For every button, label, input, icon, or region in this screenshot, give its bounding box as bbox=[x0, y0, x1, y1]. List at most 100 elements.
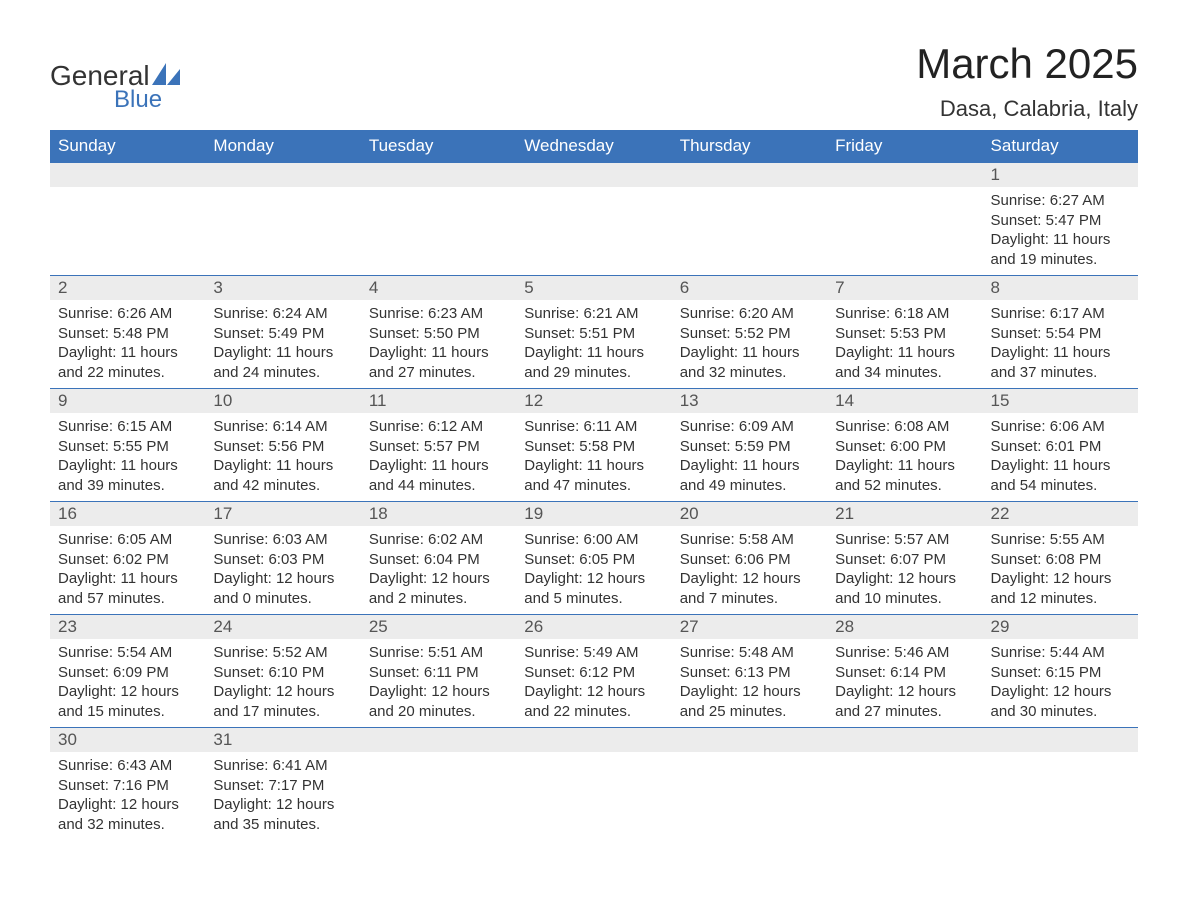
day-number: 17 bbox=[205, 502, 360, 526]
sunset-text: Sunset: 5:48 PM bbox=[58, 324, 197, 344]
sunrise-text: Sunrise: 6:00 AM bbox=[524, 530, 663, 550]
day-number: 19 bbox=[516, 502, 671, 526]
day-content: Sunrise: 6:00 AMSunset: 6:05 PMDaylight:… bbox=[516, 526, 671, 614]
daylight-text: Daylight: 11 hours and 44 minutes. bbox=[369, 456, 508, 495]
calendar-cell bbox=[361, 163, 516, 276]
day-content: Sunrise: 6:21 AMSunset: 5:51 PMDaylight:… bbox=[516, 300, 671, 388]
empty-day bbox=[672, 163, 827, 187]
month-title: March 2025 bbox=[916, 40, 1138, 88]
calendar-cell bbox=[205, 163, 360, 276]
sunrise-text: Sunrise: 6:23 AM bbox=[369, 304, 508, 324]
calendar-cell: 28Sunrise: 5:46 AMSunset: 6:14 PMDayligh… bbox=[827, 615, 982, 728]
day-content: Sunrise: 5:46 AMSunset: 6:14 PMDaylight:… bbox=[827, 639, 982, 727]
empty-day bbox=[361, 163, 516, 187]
day-number: 26 bbox=[516, 615, 671, 639]
sunrise-text: Sunrise: 5:55 AM bbox=[991, 530, 1130, 550]
day-number: 16 bbox=[50, 502, 205, 526]
calendar-cell: 31Sunrise: 6:41 AMSunset: 7:17 PMDayligh… bbox=[205, 728, 360, 841]
day-number: 24 bbox=[205, 615, 360, 639]
sunset-text: Sunset: 6:15 PM bbox=[991, 663, 1130, 683]
sunrise-text: Sunrise: 5:48 AM bbox=[680, 643, 819, 663]
day-number: 3 bbox=[205, 276, 360, 300]
sunrise-text: Sunrise: 6:14 AM bbox=[213, 417, 352, 437]
day-content: Sunrise: 5:54 AMSunset: 6:09 PMDaylight:… bbox=[50, 639, 205, 727]
sunrise-text: Sunrise: 6:08 AM bbox=[835, 417, 974, 437]
day-number: 8 bbox=[983, 276, 1138, 300]
day-number: 12 bbox=[516, 389, 671, 413]
sunrise-text: Sunrise: 6:11 AM bbox=[524, 417, 663, 437]
sunset-text: Sunset: 6:05 PM bbox=[524, 550, 663, 570]
logo-text-blue: Blue bbox=[114, 86, 162, 114]
sunrise-text: Sunrise: 6:27 AM bbox=[991, 191, 1130, 211]
empty-day bbox=[827, 163, 982, 187]
daylight-text: Daylight: 12 hours and 7 minutes. bbox=[680, 569, 819, 608]
day-content: Sunrise: 6:12 AMSunset: 5:57 PMDaylight:… bbox=[361, 413, 516, 501]
sunset-text: Sunset: 6:13 PM bbox=[680, 663, 819, 683]
day-header: Thursday bbox=[672, 130, 827, 163]
daylight-text: Daylight: 12 hours and 30 minutes. bbox=[991, 682, 1130, 721]
calendar-cell bbox=[672, 728, 827, 841]
calendar-cell: 24Sunrise: 5:52 AMSunset: 6:10 PMDayligh… bbox=[205, 615, 360, 728]
day-number: 14 bbox=[827, 389, 982, 413]
daylight-text: Daylight: 11 hours and 27 minutes. bbox=[369, 343, 508, 382]
sunset-text: Sunset: 6:07 PM bbox=[835, 550, 974, 570]
daylight-text: Daylight: 11 hours and 39 minutes. bbox=[58, 456, 197, 495]
sunrise-text: Sunrise: 6:09 AM bbox=[680, 417, 819, 437]
day-content: Sunrise: 5:44 AMSunset: 6:15 PMDaylight:… bbox=[983, 639, 1138, 727]
calendar-cell bbox=[361, 728, 516, 841]
daylight-text: Daylight: 11 hours and 49 minutes. bbox=[680, 456, 819, 495]
calendar-cell: 25Sunrise: 5:51 AMSunset: 6:11 PMDayligh… bbox=[361, 615, 516, 728]
day-number: 20 bbox=[672, 502, 827, 526]
day-number: 10 bbox=[205, 389, 360, 413]
daylight-text: Daylight: 11 hours and 24 minutes. bbox=[213, 343, 352, 382]
sunset-text: Sunset: 5:58 PM bbox=[524, 437, 663, 457]
sunset-text: Sunset: 5:49 PM bbox=[213, 324, 352, 344]
day-number: 9 bbox=[50, 389, 205, 413]
sunrise-text: Sunrise: 6:15 AM bbox=[58, 417, 197, 437]
sunset-text: Sunset: 6:10 PM bbox=[213, 663, 352, 683]
calendar-cell: 13Sunrise: 6:09 AMSunset: 5:59 PMDayligh… bbox=[672, 389, 827, 502]
calendar-cell: 16Sunrise: 6:05 AMSunset: 6:02 PMDayligh… bbox=[50, 502, 205, 615]
daylight-text: Daylight: 12 hours and 25 minutes. bbox=[680, 682, 819, 721]
calendar-cell: 10Sunrise: 6:14 AMSunset: 5:56 PMDayligh… bbox=[205, 389, 360, 502]
calendar-cell: 20Sunrise: 5:58 AMSunset: 6:06 PMDayligh… bbox=[672, 502, 827, 615]
sunset-text: Sunset: 5:52 PM bbox=[680, 324, 819, 344]
daylight-text: Daylight: 12 hours and 15 minutes. bbox=[58, 682, 197, 721]
empty-day bbox=[672, 728, 827, 752]
sunrise-text: Sunrise: 6:21 AM bbox=[524, 304, 663, 324]
daylight-text: Daylight: 12 hours and 0 minutes. bbox=[213, 569, 352, 608]
daylight-text: Daylight: 12 hours and 12 minutes. bbox=[991, 569, 1130, 608]
sunrise-text: Sunrise: 5:52 AM bbox=[213, 643, 352, 663]
sunset-text: Sunset: 6:08 PM bbox=[991, 550, 1130, 570]
calendar-cell bbox=[50, 163, 205, 276]
sunrise-text: Sunrise: 5:54 AM bbox=[58, 643, 197, 663]
calendar-cell: 7Sunrise: 6:18 AMSunset: 5:53 PMDaylight… bbox=[827, 276, 982, 389]
day-content: Sunrise: 6:11 AMSunset: 5:58 PMDaylight:… bbox=[516, 413, 671, 501]
daylight-text: Daylight: 11 hours and 34 minutes. bbox=[835, 343, 974, 382]
sunrise-text: Sunrise: 5:46 AM bbox=[835, 643, 974, 663]
calendar-cell: 2Sunrise: 6:26 AMSunset: 5:48 PMDaylight… bbox=[50, 276, 205, 389]
sunrise-text: Sunrise: 6:26 AM bbox=[58, 304, 197, 324]
day-number: 11 bbox=[361, 389, 516, 413]
empty-day bbox=[50, 163, 205, 187]
day-number: 15 bbox=[983, 389, 1138, 413]
day-number: 23 bbox=[50, 615, 205, 639]
day-content: Sunrise: 6:24 AMSunset: 5:49 PMDaylight:… bbox=[205, 300, 360, 388]
day-number: 6 bbox=[672, 276, 827, 300]
day-content: Sunrise: 6:26 AMSunset: 5:48 PMDaylight:… bbox=[50, 300, 205, 388]
daylight-text: Daylight: 12 hours and 10 minutes. bbox=[835, 569, 974, 608]
empty-day bbox=[516, 728, 671, 752]
day-content: Sunrise: 6:15 AMSunset: 5:55 PMDaylight:… bbox=[50, 413, 205, 501]
calendar-cell: 11Sunrise: 6:12 AMSunset: 5:57 PMDayligh… bbox=[361, 389, 516, 502]
sunrise-text: Sunrise: 5:51 AM bbox=[369, 643, 508, 663]
sunset-text: Sunset: 5:56 PM bbox=[213, 437, 352, 457]
sunrise-text: Sunrise: 6:17 AM bbox=[991, 304, 1130, 324]
day-header: Monday bbox=[205, 130, 360, 163]
calendar-cell: 17Sunrise: 6:03 AMSunset: 6:03 PMDayligh… bbox=[205, 502, 360, 615]
calendar-cell: 18Sunrise: 6:02 AMSunset: 6:04 PMDayligh… bbox=[361, 502, 516, 615]
calendar-cell: 4Sunrise: 6:23 AMSunset: 5:50 PMDaylight… bbox=[361, 276, 516, 389]
sunset-text: Sunset: 6:12 PM bbox=[524, 663, 663, 683]
day-content: Sunrise: 6:20 AMSunset: 5:52 PMDaylight:… bbox=[672, 300, 827, 388]
daylight-text: Daylight: 12 hours and 35 minutes. bbox=[213, 795, 352, 834]
empty-day bbox=[983, 728, 1138, 752]
